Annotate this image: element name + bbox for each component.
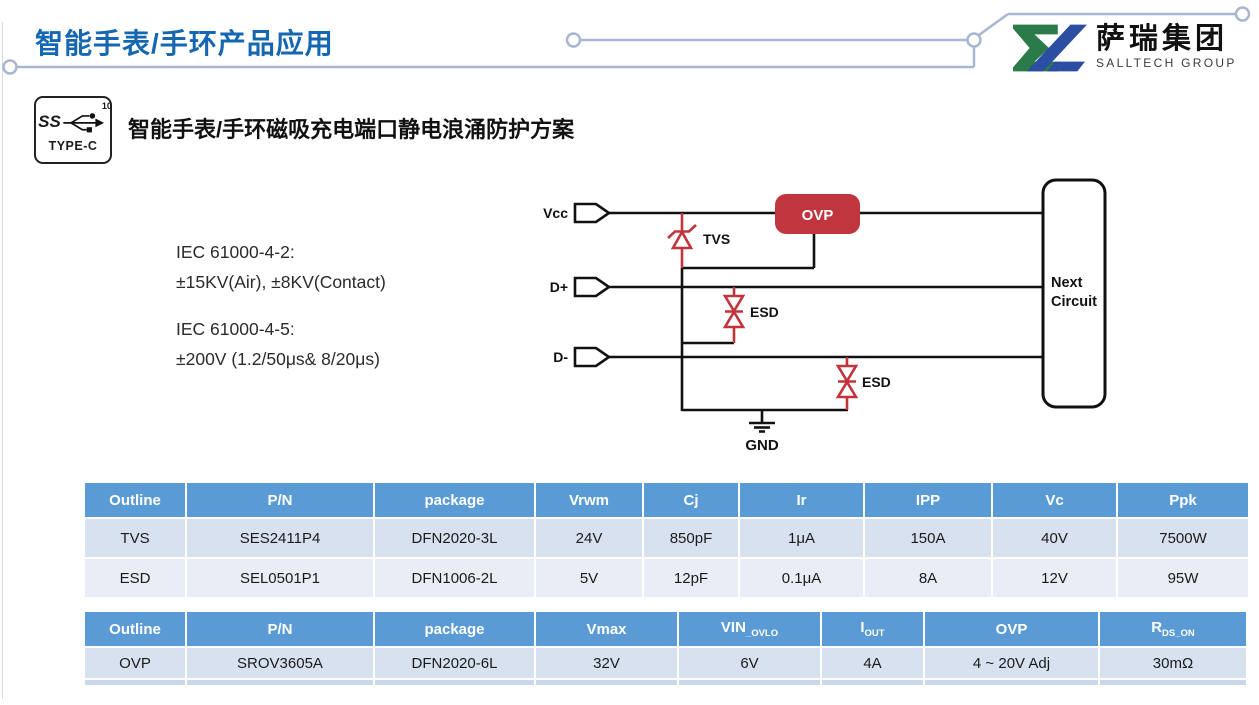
- table-header-cell: Outline: [85, 483, 185, 517]
- gnd-label: GND: [745, 437, 779, 454]
- vcc-label: Vcc: [543, 205, 568, 221]
- table-cell: 12V: [993, 559, 1116, 597]
- strip-cell: [536, 680, 677, 685]
- table-header-cell: package: [375, 483, 534, 517]
- table-header-cell: IPP: [865, 483, 991, 517]
- protection-circuit-diagram: OVP Next Circuit Vcc D+ D- TVS ESD ESD G…: [543, 178, 1107, 454]
- table-cell: 7500W: [1118, 519, 1248, 557]
- strip-cell: [925, 680, 1098, 685]
- header-decorative-lines: [2, 6, 1251, 75]
- company-name-en: SALLTECH GROUP: [1096, 56, 1237, 70]
- table-header-cell: package: [375, 612, 534, 646]
- table-header-cell: Vmax: [536, 612, 677, 646]
- solution-subtitle: 智能手表/手环磁吸充电端口静电浪涌防护方案: [128, 117, 575, 142]
- table-cell: 850pF: [644, 519, 738, 557]
- company-name-cn: 萨瑞集团: [1096, 23, 1229, 55]
- table-header-cell: IOUT: [822, 612, 923, 646]
- table-header-cell: Vrwm: [536, 483, 642, 517]
- slide-left-edge: [2, 22, 3, 699]
- strip-cell: [375, 680, 534, 685]
- ovp-spec-table: Outline P/N package Vmax VIN_OVLO IOUT OVP RDS_…: [83, 610, 1248, 687]
- table-cell: 150A: [865, 519, 991, 557]
- dplus-label: D+: [550, 279, 568, 295]
- strip-cell: [1100, 680, 1246, 685]
- iec-standard-2: IEC 61000-4-5:: [176, 319, 295, 339]
- company-logo-icon: [1013, 24, 1087, 72]
- table-cell: 5V: [536, 559, 642, 597]
- tvs-esd-spec-table: Outline P/N package Vrwm Cj Ir IPP Vc Ppk TVS SES2…: [83, 481, 1250, 599]
- iec-spec-block: IEC 61000-4-2: ±15KV(Air), ±8KV(Contact)…: [176, 237, 386, 374]
- company-logo: 萨瑞集团 SALLTECH GROUP: [1013, 24, 1237, 72]
- table-cell: 8A: [865, 559, 991, 597]
- iec-standard-1: IEC 61000-4-2:: [176, 242, 295, 262]
- table-cell: 12pF: [644, 559, 738, 597]
- table-header-cell: P/N: [187, 612, 373, 646]
- table-cell: 1μA: [740, 519, 863, 557]
- table-cell: 30mΩ: [1100, 648, 1246, 678]
- table-bottom-strip: [85, 680, 1246, 685]
- usb-speed-superscript: 10: [101, 101, 112, 111]
- table-header-cell: VIN_OVLO: [679, 612, 820, 646]
- table-row: ESD SEL0501P1 DFN1006-2L 5V 12pF 0.1μA 8A 12V 95…: [85, 559, 1248, 597]
- strip-cell: [187, 680, 373, 685]
- table-row: TVS SES2411P4 DFN2020-3L 24V 850pF 1μA 150A 40V…: [85, 519, 1248, 557]
- usb-ss-label: SS: [38, 112, 61, 131]
- table-cell: 4A: [822, 648, 923, 678]
- usb-trident-icon: [63, 113, 104, 133]
- table-header-cell: OVP: [925, 612, 1098, 646]
- table-cell: 0.1μA: [740, 559, 863, 597]
- type-c-badge: SS 10 TYPE-C: [34, 96, 112, 164]
- esd-diode-dminus: [835, 357, 859, 410]
- strip-cell: [679, 680, 820, 685]
- table-header-cell: Ppk: [1118, 483, 1248, 517]
- table-cell: OVP: [85, 648, 185, 678]
- table-cell: 4 ~ 20V Adj: [925, 648, 1098, 678]
- table-header-cell: Outline: [85, 612, 185, 646]
- esd-diode-dplus: [722, 287, 746, 343]
- esd-label-dplus: ESD: [750, 304, 779, 320]
- table-cell: DFN2020-6L: [375, 648, 534, 678]
- page-title: 智能手表/手环产品应用: [35, 28, 334, 59]
- iec-standard-2-value: ±200V (1.2/50μs& 8/20μs): [176, 349, 380, 369]
- next-circuit-block: Next Circuit: [1041, 178, 1107, 409]
- tvs-label: TVS: [703, 231, 730, 247]
- table-cell: DFN1006-2L: [375, 559, 534, 597]
- table-header-cell: RDS_ON: [1100, 612, 1246, 646]
- table-header-cell: P/N: [187, 483, 373, 517]
- table-cell: SES2411P4: [187, 519, 373, 557]
- ovp-block-label: OVP: [802, 207, 834, 224]
- table-header-cell: Ir: [740, 483, 863, 517]
- table-header-cell: Vc: [993, 483, 1116, 517]
- next-circuit-label-line1: Next: [1051, 275, 1083, 291]
- table-cell: 32V: [536, 648, 677, 678]
- table-cell: 6V: [679, 648, 820, 678]
- ovp-block: OVP: [775, 194, 860, 234]
- type-c-label: TYPE-C: [48, 139, 98, 153]
- table-cell: ESD: [85, 559, 185, 597]
- iec-standard-1-value: ±15KV(Air), ±8KV(Contact): [176, 272, 386, 292]
- table-cell: DFN2020-3L: [375, 519, 534, 557]
- table-cell: 95W: [1118, 559, 1248, 597]
- table-cell: SEL0501P1: [187, 559, 373, 597]
- strip-cell: [85, 680, 185, 685]
- tvs-diode: [667, 213, 697, 268]
- next-circuit-label-line2: Circuit: [1051, 294, 1097, 310]
- port-connectors: [573, 202, 612, 368]
- dminus-label: D-: [553, 349, 568, 365]
- table-row: OVP SROV3605A DFN2020-6L 32V 6V 4A 4 ~ 20V Adj…: [85, 648, 1246, 678]
- table-cell: TVS: [85, 519, 185, 557]
- strip-cell: [822, 680, 923, 685]
- table-cell: SROV3605A: [187, 648, 373, 678]
- table-cell: 40V: [993, 519, 1116, 557]
- table-header-cell: Cj: [644, 483, 738, 517]
- table-cell: 24V: [536, 519, 642, 557]
- esd-label-dminus: ESD: [862, 374, 891, 390]
